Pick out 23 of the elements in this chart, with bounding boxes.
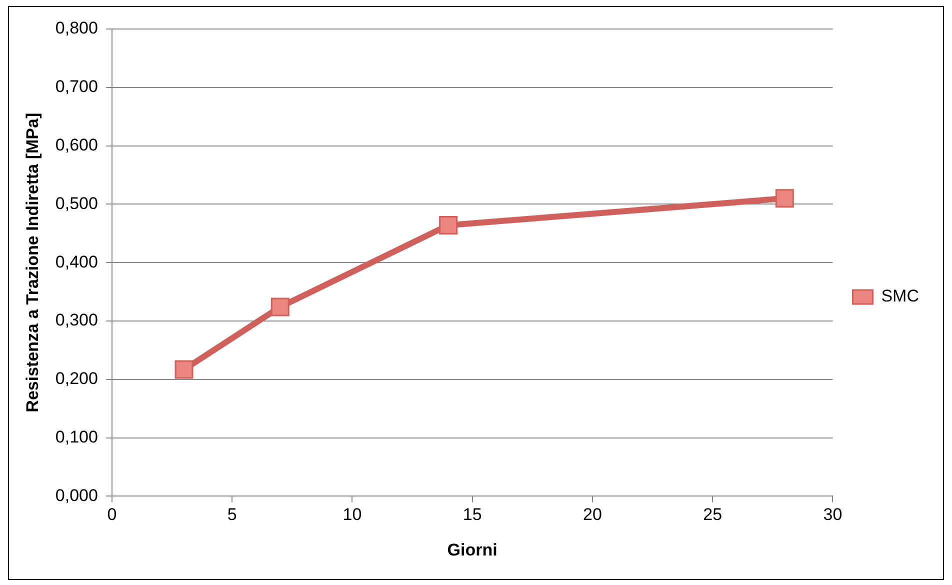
point [439, 216, 458, 234]
y-tick-label: 0,300 [55, 310, 98, 330]
point [775, 189, 794, 208]
x-tick-label: 15 [462, 505, 482, 524]
x-tick-label: 30 [823, 505, 842, 524]
x-tick-label: 20 [583, 505, 602, 524]
y-tick-label: 0,000 [55, 486, 98, 505]
x-tick-label: 5 [227, 505, 237, 524]
x-tick-label: 25 [703, 505, 722, 524]
y-axis-title: Resistenza a Trazione Indiretta [MPa] [22, 112, 42, 412]
y-tick-label: 0,700 [55, 77, 98, 96]
y-tick-label: 0,800 [55, 18, 98, 38]
point [174, 360, 194, 379]
y-tick-label: 0,600 [55, 135, 98, 154]
point [270, 298, 290, 316]
y-tick-label: 0,500 [55, 194, 98, 213]
x-tick-label: 0 [107, 505, 117, 524]
x-tick-label: 10 [342, 505, 362, 524]
x-axis-title: Giorni [447, 540, 498, 560]
y-tick-label: 0,100 [55, 427, 98, 446]
y-tick-label: 0,400 [55, 252, 98, 272]
legend-label: SMC [881, 286, 920, 306]
y-tick-label: 0,200 [55, 369, 98, 388]
